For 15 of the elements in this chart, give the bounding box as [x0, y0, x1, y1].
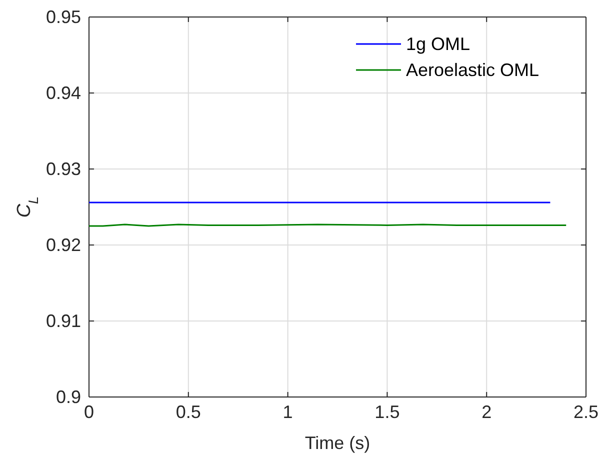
- y-tick-label: 0.9: [56, 386, 81, 407]
- legend-label: 1g OML: [406, 34, 470, 54]
- y-tick-label: 0.94: [46, 82, 81, 103]
- x-tick-label: 0.5: [176, 402, 201, 422]
- y-tick-label: 0.93: [46, 158, 81, 179]
- legend-label: Aeroelastic OML: [406, 60, 540, 80]
- y-tick-label: 0.92: [46, 234, 81, 255]
- y-tick-label: 0.91: [46, 310, 81, 331]
- x-tick-label: 1.5: [374, 402, 400, 422]
- x-tick-label: 0: [84, 402, 94, 422]
- x-tick-label: 1: [282, 402, 293, 422]
- y-tick-label: 0.95: [46, 6, 81, 27]
- x-tick-label: 2.5: [573, 402, 599, 422]
- x-axis-title: Time (s): [304, 433, 370, 453]
- x-tick-label: 2: [482, 402, 492, 422]
